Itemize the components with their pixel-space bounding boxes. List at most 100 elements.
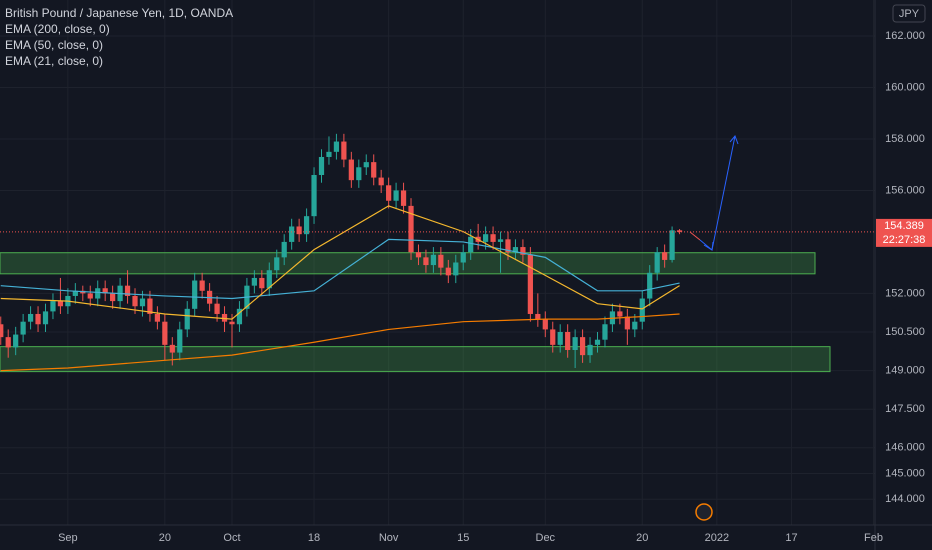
candle-body: [505, 239, 511, 253]
y-tick-label: 160.000: [885, 81, 925, 93]
legend-entry: EMA (50, close, 0): [5, 38, 103, 52]
candle-body: [95, 288, 101, 299]
candle-body: [0, 324, 4, 338]
candle-body: [102, 288, 108, 294]
candle-body: [110, 293, 116, 302]
candle-body: [35, 313, 41, 325]
chart-title: British Pound / Japanese Yen, 1D, OANDA: [5, 6, 233, 20]
candle-body: [296, 226, 302, 235]
candle-body: [42, 311, 49, 325]
candle-body: [259, 277, 265, 289]
x-tick-label: Feb: [864, 532, 883, 544]
candle-body: [594, 339, 601, 345]
candle-body: [550, 329, 556, 345]
candle-body: [303, 216, 310, 235]
event-icon[interactable]: [695, 503, 713, 521]
candle-body: [579, 337, 586, 356]
legend-entry: EMA (200, close, 0): [5, 22, 110, 36]
candle-body: [468, 236, 474, 253]
x-tick-label: 15: [457, 532, 469, 544]
candle-body: [371, 162, 377, 178]
candle-body: [453, 262, 459, 276]
candle-body: [348, 159, 354, 181]
x-tick-label: Dec: [536, 532, 556, 544]
candle-body: [199, 280, 205, 291]
candle-body: [87, 293, 93, 299]
ema-line: [0, 238, 680, 300]
candle-body: [318, 156, 325, 175]
candle-body: [326, 151, 332, 157]
candle-body: [333, 141, 340, 152]
candle-body: [512, 247, 519, 253]
candle-body: [617, 311, 623, 317]
ema-line: [0, 205, 680, 320]
candle-body: [654, 252, 660, 273]
y-tick-label: 152.000: [885, 287, 925, 299]
candle-body: [124, 285, 131, 296]
candle-body: [400, 190, 407, 206]
candle-body: [542, 319, 548, 330]
drawing-arrows: [689, 135, 739, 251]
y-tick-label: 149.000: [885, 364, 925, 376]
candle-body: [438, 254, 444, 268]
candle-body: [214, 303, 220, 314]
grid: [0, 0, 875, 525]
candle-body: [572, 337, 578, 350]
candle-body: [557, 331, 563, 345]
y-tick-label: 156.000: [885, 184, 925, 196]
currency-label: JPY: [899, 8, 920, 20]
currency-box[interactable]: [892, 4, 926, 23]
y-tick-label: 162.000: [885, 30, 925, 42]
y-tick-label: 147.500: [885, 403, 925, 415]
arrow-head: [729, 135, 739, 145]
candle-body: [363, 162, 369, 168]
arrow-down: [689, 231, 701, 241]
candle-body: [662, 252, 668, 260]
candle-body: [236, 308, 243, 325]
x-tick-label: 20: [636, 532, 648, 544]
candle-body: [415, 252, 422, 258]
candle-body: [565, 331, 571, 350]
y-tick-label: 144.000: [885, 493, 925, 505]
candle-body: [520, 247, 526, 255]
candle-body: [527, 254, 533, 314]
candle-body: [378, 177, 384, 186]
candle-body: [289, 226, 295, 242]
candle-body: [132, 295, 138, 307]
last-price-box: [876, 218, 932, 247]
y-tick-label: 158.000: [885, 133, 925, 145]
candle-body: [251, 277, 257, 286]
candle-body: [192, 280, 198, 309]
candle-body: [281, 241, 287, 258]
candle-body: [341, 141, 347, 160]
candle-body: [430, 254, 437, 266]
x-tick-label: 18: [308, 532, 320, 544]
candle-body: [20, 321, 26, 335]
candle-body: [229, 321, 235, 325]
candle-body: [386, 185, 392, 201]
x-tick-label: Nov: [379, 532, 399, 544]
candle-body: [676, 230, 683, 232]
candle-body: [184, 308, 190, 330]
candle-body: [647, 272, 653, 299]
candle-body: [274, 257, 280, 271]
candle-body: [587, 344, 593, 356]
candle-body: [169, 344, 175, 353]
x-tick-label: Sep: [58, 532, 78, 544]
candle-body: [602, 324, 608, 340]
candle-body: [483, 234, 489, 242]
ema-line: [0, 313, 680, 372]
candle-body: [639, 298, 645, 322]
candle-body: [50, 301, 56, 312]
candle-body: [162, 321, 168, 345]
candle-body: [423, 257, 429, 266]
x-tick-label: 20: [159, 532, 171, 544]
last-price-label: 154.389: [884, 220, 924, 232]
y-tick-label: 150.500: [885, 326, 925, 338]
plot: [0, 133, 875, 372]
zones: [0, 252, 831, 373]
x-tick-label: Oct: [223, 532, 240, 544]
y-tick-label: 145.000: [885, 467, 925, 479]
